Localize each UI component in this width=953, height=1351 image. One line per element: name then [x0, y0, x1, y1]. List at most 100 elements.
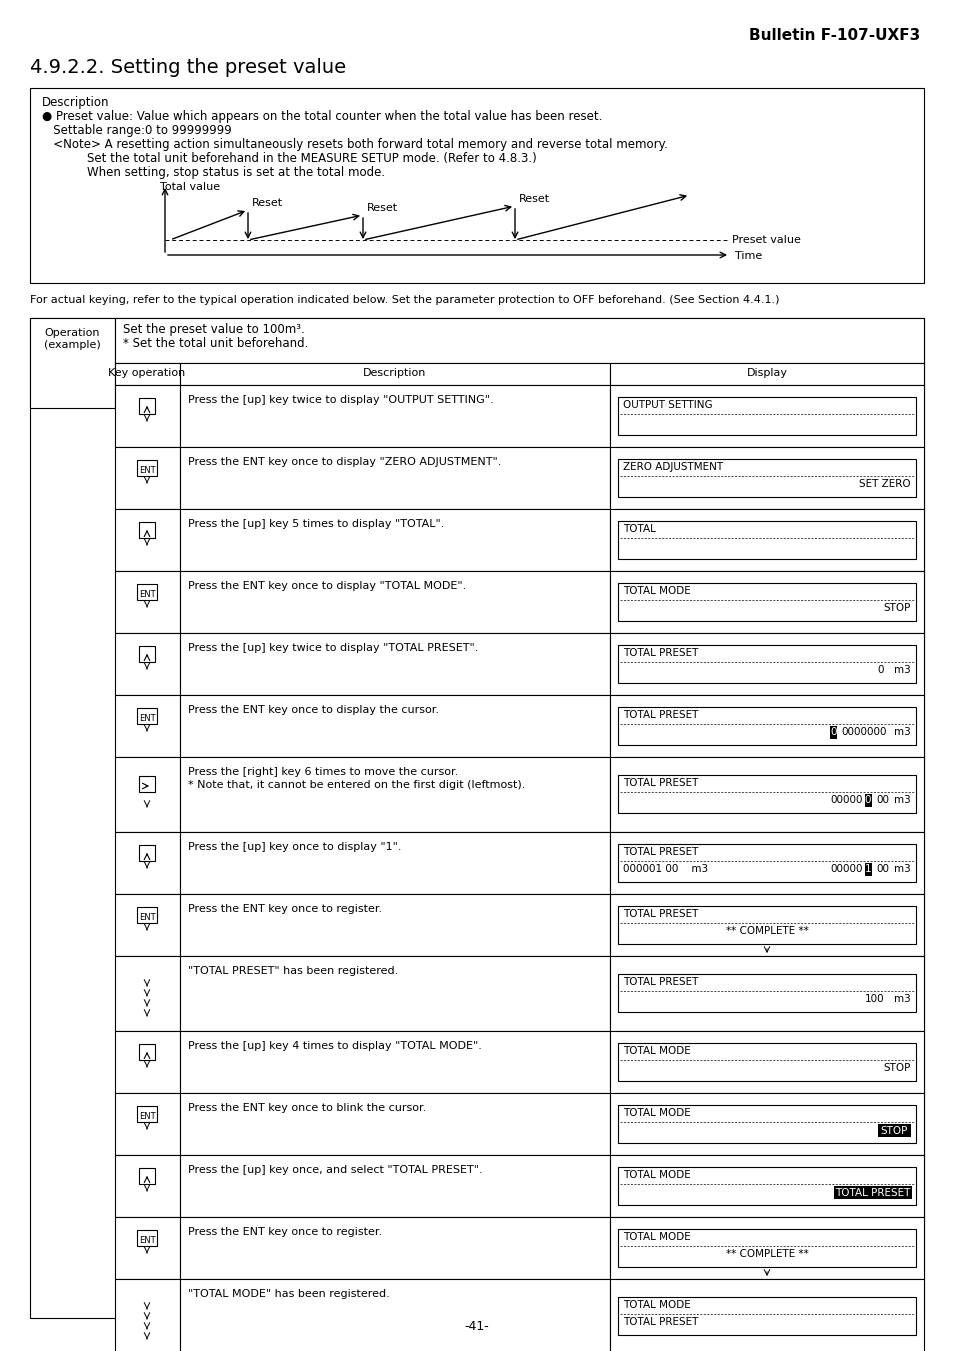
Text: m3: m3 [893, 994, 910, 1004]
Bar [618, 974, 915, 1012]
Bar [618, 775, 915, 813]
Text: TOTAL MODE: TOTAL MODE [622, 1108, 690, 1119]
Text: STOP: STOP [882, 1063, 910, 1073]
Text: Press the ENT key once to register.: Press the ENT key once to register. [188, 904, 382, 915]
Bar [609, 634, 923, 694]
Text: Press the ENT key once to register.: Press the ENT key once to register. [188, 1227, 382, 1238]
Text: Settable range:0 to 99999999: Settable range:0 to 99999999 [42, 124, 232, 136]
Text: SET ZERO: SET ZERO [859, 480, 910, 489]
Bar [180, 957, 609, 1031]
Text: Key operation: Key operation [109, 367, 186, 378]
Text: 1: 1 [863, 865, 870, 874]
Text: 4.9.2.2. Setting the preset value: 4.9.2.2. Setting the preset value [30, 58, 346, 77]
Bar [115, 509, 180, 571]
Text: ENT: ENT [138, 713, 155, 723]
Text: TOTAL MODE: TOTAL MODE [622, 586, 690, 596]
Text: m3: m3 [893, 665, 910, 676]
Bar [139, 775, 154, 792]
Bar [609, 1093, 923, 1155]
Bar [609, 363, 923, 385]
Text: ZERO ADJUSTMENT: ZERO ADJUSTMENT [622, 462, 722, 471]
Text: Press the ENT key once to blink the cursor.: Press the ENT key once to blink the curs… [188, 1102, 426, 1113]
Text: Press the [up] key once, and select "TOTAL PRESET".: Press the [up] key once, and select "TOT… [188, 1165, 482, 1175]
Text: ENT: ENT [138, 1236, 155, 1246]
Text: Display: Display [745, 367, 786, 378]
Bar [864, 863, 871, 875]
Bar [609, 385, 923, 447]
Text: Press the ENT key once to display "TOTAL MODE".: Press the ENT key once to display "TOTAL… [188, 581, 466, 590]
Bar [609, 1155, 923, 1217]
Text: TOTAL PRESET: TOTAL PRESET [622, 909, 698, 919]
Text: Press the ENT key once to display the cursor.: Press the ENT key once to display the cu… [188, 705, 438, 715]
Bar [137, 459, 157, 476]
Bar [609, 957, 923, 1031]
Bar [180, 894, 609, 957]
Bar [877, 1124, 910, 1138]
Text: m3: m3 [893, 796, 910, 805]
Text: TOTAL PRESET: TOTAL PRESET [622, 711, 698, 720]
Bar [180, 385, 609, 447]
Bar [30, 88, 923, 282]
Text: TOTAL PRESET: TOTAL PRESET [622, 648, 698, 658]
Text: "TOTAL MODE" has been registered.: "TOTAL MODE" has been registered. [188, 1289, 390, 1300]
Text: ENT: ENT [138, 590, 155, 598]
Text: Press the [up] key twice to display "TOTAL PRESET".: Press the [up] key twice to display "TOT… [188, 643, 477, 653]
Bar [115, 385, 180, 447]
Text: ENT: ENT [138, 913, 155, 921]
Bar [618, 844, 915, 882]
Bar [115, 957, 180, 1031]
Text: <Note> A resetting action simultaneously resets both forward total memory and re: <Note> A resetting action simultaneously… [42, 138, 667, 151]
Bar [139, 399, 154, 413]
Bar [180, 1155, 609, 1217]
Bar [115, 1279, 180, 1351]
Text: Set the total unit beforehand in the MEASURE SETUP mode. (Refer to 4.8.3.): Set the total unit beforehand in the MEA… [42, 153, 537, 165]
Text: Press the [up] key twice to display "OUTPUT SETTING".: Press the [up] key twice to display "OUT… [188, 394, 493, 405]
Bar [180, 447, 609, 509]
Bar [609, 694, 923, 757]
Text: TOTAL PRESET: TOTAL PRESET [835, 1188, 910, 1198]
Bar [180, 509, 609, 571]
Bar [609, 571, 923, 634]
Bar [137, 907, 157, 923]
Bar [115, 894, 180, 957]
Bar [137, 1106, 157, 1121]
Text: Press the [up] key once to display "1".: Press the [up] key once to display "1". [188, 842, 401, 852]
Bar [180, 694, 609, 757]
Text: STOP: STOP [882, 603, 910, 613]
Bar [139, 521, 154, 538]
Bar [609, 757, 923, 832]
Bar [618, 707, 915, 744]
Text: Bulletin F-107-UXF3: Bulletin F-107-UXF3 [748, 28, 919, 43]
Text: Reset: Reset [518, 195, 550, 204]
Bar [115, 571, 180, 634]
Text: 0: 0 [877, 665, 883, 676]
Bar [115, 1093, 180, 1155]
Text: Description: Description [363, 367, 426, 378]
Bar [180, 363, 609, 385]
Text: ** COMPLETE **: ** COMPLETE ** [725, 1250, 807, 1259]
Bar [115, 634, 180, 694]
Text: Description: Description [42, 96, 110, 109]
Bar [618, 1167, 915, 1205]
Bar [609, 832, 923, 894]
Text: 0: 0 [830, 727, 837, 738]
Text: ENT: ENT [138, 1112, 155, 1121]
Bar [137, 584, 157, 600]
Text: TOTAL MODE: TOTAL MODE [622, 1232, 690, 1242]
Text: Total value: Total value [160, 182, 220, 192]
Text: Set the preset value to 100m³.: Set the preset value to 100m³. [123, 323, 304, 336]
Bar [115, 1217, 180, 1279]
Text: Press the ENT key once to display "ZERO ADJUSTMENT".: Press the ENT key once to display "ZERO … [188, 457, 501, 467]
Text: TOTAL MODE: TOTAL MODE [622, 1046, 690, 1056]
Bar [115, 694, 180, 757]
Text: Press the [up] key 5 times to display "TOTAL".: Press the [up] key 5 times to display "T… [188, 519, 444, 530]
Bar [139, 1169, 154, 1183]
Text: 0: 0 [863, 796, 870, 805]
Bar [180, 634, 609, 694]
Text: * Set the total unit beforehand.: * Set the total unit beforehand. [123, 336, 308, 350]
Bar [180, 1279, 609, 1351]
Bar [609, 1031, 923, 1093]
Bar [180, 571, 609, 634]
Text: 00000: 00000 [829, 865, 862, 874]
Text: For actual keying, refer to the typical operation indicated below. Set the param: For actual keying, refer to the typical … [30, 295, 779, 305]
